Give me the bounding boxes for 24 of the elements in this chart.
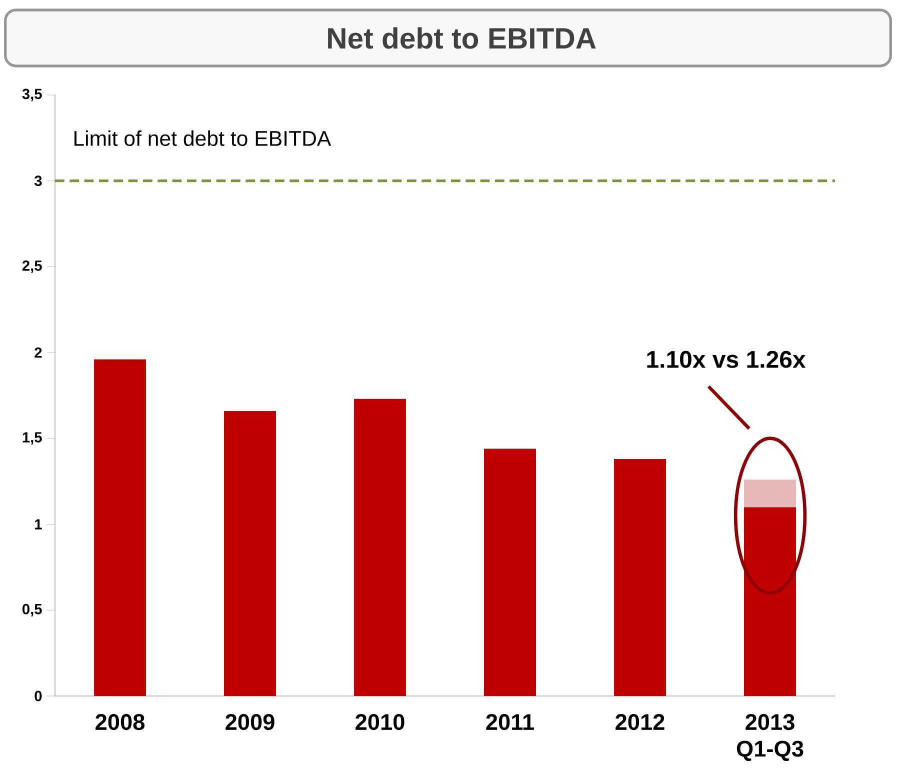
y-tick-label: 3 (34, 176, 42, 186)
y-tick-label: 0,5 (22, 604, 42, 616)
y-tick-label: 0 (34, 690, 42, 702)
x-tick-label: 2011 (486, 714, 534, 730)
bar (354, 398, 406, 696)
y-tick-label: 2,5 (22, 260, 42, 273)
y-tick-label: 1 (35, 519, 42, 530)
x-tick-label: 2013 Q1-Q3 (736, 714, 804, 761)
ref-line-label: Limit of net debt to EBITDA (74, 130, 332, 146)
bar (94, 359, 146, 696)
y-tick-label: 1,5 (22, 432, 42, 445)
x-tick-label: 2012 (616, 714, 664, 730)
x-tick-label: 2010 (356, 714, 404, 730)
bar (744, 507, 796, 696)
annotation: 1.10x vs 1.26x (647, 350, 806, 368)
bar (484, 448, 536, 696)
y-tick-label: 2 (34, 347, 42, 358)
bar (224, 410, 276, 696)
y-tick-label: 3,5 (22, 88, 42, 102)
bar (744, 480, 796, 508)
x-tick-label: 2009 (226, 714, 274, 730)
x-tick-label: 2008 (96, 714, 145, 730)
bar (614, 459, 666, 696)
chart-title: Net debt to EBITDA (328, 27, 596, 49)
